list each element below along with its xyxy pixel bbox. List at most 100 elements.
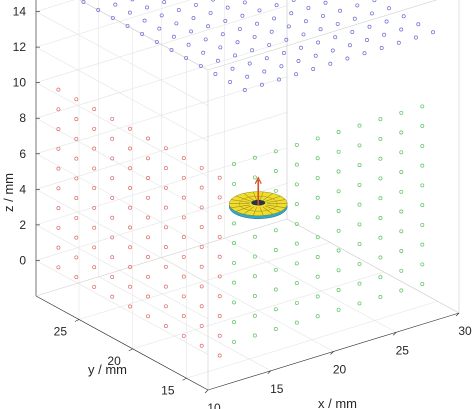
sensor-point-y-side [217, 294, 222, 299]
sensor-point-y-side [92, 166, 97, 171]
sensor-point-top [247, 61, 252, 66]
sensor-point-top [299, 45, 303, 50]
x-tick-label: 30 [458, 324, 472, 338]
sensor-point-top [318, 27, 323, 32]
sensor-point-y-side [56, 87, 61, 92]
sensor-point-x-side [232, 300, 236, 305]
sensor-point-top [330, 48, 335, 53]
z-tick-label: 4 [19, 182, 26, 196]
x-tick-mark [455, 312, 460, 317]
sensor-point-y-side [92, 265, 97, 270]
sensor-point-top [189, 29, 193, 34]
grid-line [224, 237, 397, 333]
sensor-point-y-side [110, 294, 115, 299]
sensor-point-top [186, 42, 191, 47]
grid-line [35, 189, 209, 284]
sensor-point-y-side [181, 254, 186, 259]
sensor-point-top [201, 50, 206, 55]
sensor-point-x-side [252, 274, 257, 279]
sensor-point-top [316, 40, 321, 45]
sensor-point-top [367, 24, 372, 29]
sensor-point-x-side [399, 268, 404, 273]
sensor-point-y-side [163, 225, 168, 230]
sensor-point-x-side [252, 175, 257, 180]
sensor-point-top [338, 8, 343, 13]
sensor-point-top [225, 5, 230, 10]
sensor-point-x-side [336, 307, 341, 312]
sensor-point-x-side [273, 327, 278, 331]
sensor-point-y-side [74, 176, 79, 181]
sensor-point-x-side [273, 248, 278, 252]
sensor-point-top [218, 45, 223, 50]
sensor-point-top [125, 23, 130, 28]
sensor-point-y-side [217, 254, 222, 259]
sensor-point-x-side [399, 229, 404, 234]
sensor-point-y-side [146, 136, 150, 141]
sensor-point-top [81, 0, 86, 4]
sensor-point-x-side [336, 209, 341, 213]
sensor-point-y-side [128, 166, 133, 171]
sensor-point-y-side [146, 255, 150, 259]
sensor-point-top [303, 19, 308, 24]
sensor-point-top [184, 55, 189, 60]
sensor-point-y-side [181, 314, 186, 319]
sensor-point-top [159, 13, 164, 18]
z-tick-label: 10 [13, 76, 27, 90]
sensor-point-top [382, 32, 387, 37]
sensor-point-x-side [336, 130, 341, 134]
grid-line [35, 82, 209, 177]
sensor-point-top [347, 43, 352, 48]
sensor-point-y-side [56, 225, 61, 230]
x-tick-label: 20 [333, 363, 347, 377]
sensor-point-x-side [357, 301, 362, 306]
sensor-point-y-side [163, 146, 168, 151]
sensor-point-x-side [294, 142, 299, 147]
sensor-point-top [384, 19, 389, 24]
sensor-point-x-side [399, 110, 404, 115]
sensor-point-y-side [56, 127, 61, 132]
sensor-point-top [369, 11, 374, 16]
sensor-point-top [294, 72, 299, 77]
grid-line [79, 0, 209, 71]
sensor-point-x-side [378, 136, 383, 141]
sensor-point-x-side [252, 313, 257, 318]
sensor-point-top [350, 30, 355, 34]
sensor-point-top [203, 37, 208, 42]
sensor-point-top [176, 8, 181, 13]
sensor-point-top [296, 59, 301, 63]
sensor-point-y-side [199, 284, 204, 289]
sensor-point-x-side [399, 170, 404, 174]
sensor-point-y-side [181, 195, 186, 200]
sensor-point-top [208, 10, 213, 15]
sensor-point-x-side [336, 248, 341, 253]
sensor-points [56, 0, 435, 358]
sensor-point-x-side [294, 320, 299, 325]
sensor-point-top [191, 16, 196, 21]
sensor-point-top [140, 31, 145, 36]
sensor-point-y-side [74, 255, 79, 260]
sensor-point-x-side [336, 228, 341, 233]
sensor-point-y-side [146, 215, 150, 220]
sensor-point-y-side [56, 245, 61, 250]
sensor-point-top [277, 77, 281, 82]
sensor-point-y-side [92, 126, 97, 131]
sensor-point-top [162, 0, 167, 5]
sensor-point-top [416, 22, 421, 27]
sensor-point-y-side [181, 333, 186, 338]
sensor-point-y-side [163, 324, 168, 329]
sensor-point-x-side [420, 282, 425, 287]
sensor-point-x-side [420, 203, 425, 208]
sensor-point-top [237, 26, 242, 31]
sensor-point-y-side [181, 175, 186, 180]
sensor-point-top [215, 58, 220, 63]
sensor-point-x-side [378, 255, 383, 260]
sensor-point-top [401, 14, 406, 19]
sensor-point-x-side [232, 260, 236, 265]
grid-line [35, 224, 209, 320]
sensor-point-x-side [378, 196, 383, 201]
sensor-point-y-side [217, 234, 222, 239]
sensor-point-x-side [273, 169, 278, 173]
sensor-point-y-side [199, 264, 204, 269]
sensor-point-top [193, 2, 198, 7]
